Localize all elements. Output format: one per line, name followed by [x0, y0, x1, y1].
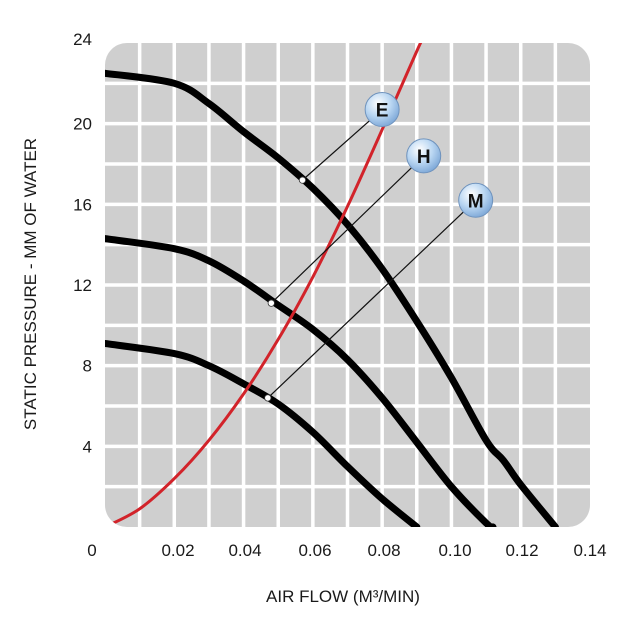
x-tick-label: 0.06 — [298, 541, 331, 560]
x-tick-label: 0.10 — [438, 541, 471, 560]
y-tick-label: 16 — [73, 195, 92, 214]
badge-m — [458, 182, 494, 218]
x-tick-labels: 0 0.02 0.04 0.06 0.08 0.10 0.12 0.14 — [87, 541, 606, 560]
x-tick-label: 0.14 — [573, 541, 606, 560]
y-tick-label: 24 — [73, 30, 92, 49]
y-tick-label: 8 — [83, 357, 92, 376]
leader-line-m — [267, 199, 477, 399]
x-tick-label: 0.02 — [161, 541, 194, 560]
leader-dot-e — [298, 176, 307, 184]
x-tick-label: 0.12 — [505, 541, 538, 560]
y-tick-label: 20 — [73, 115, 92, 134]
leader-dot-h — [267, 299, 275, 307]
curve-badges: E H M — [364, 92, 494, 218]
y-tick-labels: 4 8 12 16 20 24 — [73, 30, 92, 456]
x-axis-title: AIR FLOW (M³/MIN) — [266, 587, 420, 606]
badge-label-h: H — [417, 147, 431, 168]
y-axis-title: STATIC PRESSURE - MM OF WATER — [21, 138, 40, 430]
x-tick-label: 0.04 — [228, 541, 261, 560]
leader-dot-m — [264, 394, 272, 402]
leader-line-h — [270, 155, 425, 304]
fan-curve-m-line — [105, 340, 421, 527]
annotation-leaders — [264, 109, 477, 402]
fan-curve-h-line — [105, 235, 497, 527]
badge-e — [364, 92, 400, 128]
badge-label-m: M — [468, 191, 484, 212]
badge-h — [406, 138, 442, 174]
leader-line-e — [302, 109, 383, 181]
x-tick-label: 0 — [87, 541, 96, 560]
fan-curve-e-line — [105, 69, 559, 527]
badge-label-e: E — [376, 101, 389, 122]
y-tick-label: 4 — [83, 437, 92, 456]
x-tick-label: 0.08 — [367, 541, 400, 560]
y-tick-label: 12 — [73, 276, 92, 295]
